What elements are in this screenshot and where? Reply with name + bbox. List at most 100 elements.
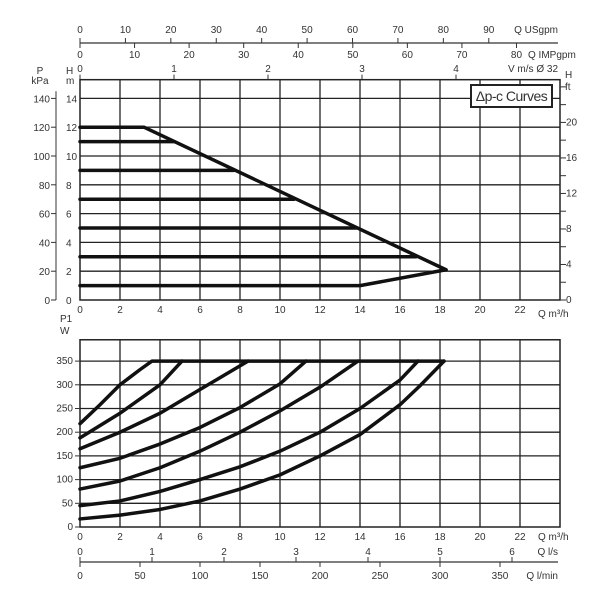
head-kpa-tick-label: 0 [44, 296, 50, 307]
power-x-tick-label: 22 [514, 532, 526, 543]
usgpm-tick-label: 90 [483, 25, 495, 36]
ft-label-unit: ft [565, 82, 571, 93]
impgpm-tick-label: 50 [347, 50, 359, 61]
head-x-tick-label: 22 [514, 305, 526, 316]
usgpm-tick-label: 60 [347, 25, 359, 36]
head-m-tick-label: 14 [66, 94, 78, 105]
head-m-tick-label: 2 [66, 267, 72, 278]
power-x-tick-label: 20 [474, 532, 486, 543]
power-y-tick-label: 100 [56, 475, 73, 486]
head-x-tick-label: 0 [77, 305, 83, 316]
power-x-tick-label: 18 [434, 532, 446, 543]
ls-tick-label: 2 [221, 547, 227, 558]
power-x-tick-label: 14 [354, 532, 366, 543]
head-frame [79, 78, 561, 301]
head-kpa-tick-label: 140 [33, 94, 50, 105]
kpa-label-unit: kPa [31, 76, 49, 87]
impgpm-tick-label: 10 [129, 50, 141, 61]
power-x-tick-label: 6 [197, 532, 203, 543]
power-y-tick-label: 200 [56, 427, 73, 438]
head-kpa-tick-label: 80 [39, 181, 51, 192]
ls-tick-label: 3 [293, 547, 299, 558]
impgpm-label: Q IMPgpm [528, 50, 576, 61]
power-x-tick-label: 10 [274, 532, 286, 543]
lmin-tick-label: 300 [432, 571, 449, 582]
usgpm-tick-label: 80 [438, 25, 450, 36]
ft-tick-label: 8 [566, 224, 572, 235]
lmin-label: Q l/min [526, 571, 558, 582]
ft-tick-label: 16 [566, 153, 578, 164]
power-y-tick-label: 350 [56, 356, 73, 367]
velocity-tick-label: 4 [453, 64, 459, 75]
head-label-m: m [66, 76, 74, 87]
ft-label-h: H [565, 70, 572, 81]
velocity-tick-label: 0 [77, 64, 83, 75]
head-curve-7 [78, 268, 448, 288]
usgpm-tick-label: 10 [120, 25, 132, 36]
lmin-tick-label: 350 [492, 571, 509, 582]
head-kpa-tick-label: 60 [39, 210, 51, 221]
power-y-tick-label: 250 [56, 404, 73, 415]
head-x-label: Q m³/h [538, 309, 569, 320]
ls-tick-label: 6 [509, 547, 515, 558]
head-x-tick-label: 10 [274, 305, 286, 316]
ft-tick-label: 12 [566, 188, 578, 199]
impgpm-tick-label: 80 [511, 50, 523, 61]
power-x-tick-label: 12 [314, 532, 326, 543]
head-x-tick-label: 14 [354, 305, 366, 316]
ls-tick-label: 5 [437, 547, 443, 558]
power-x-tick-label: 8 [237, 532, 243, 543]
head-kpa-tick-label: 40 [39, 238, 51, 249]
head-x-tick-label: 18 [434, 305, 446, 316]
power-frame [79, 339, 561, 528]
power-x-label: Q m³/h [538, 532, 569, 543]
power-curve-4 [78, 359, 308, 470]
ls-label: Q l/s [537, 547, 558, 558]
ft-tick-label: 4 [566, 259, 572, 270]
velocity-tick-label: 3 [359, 64, 365, 75]
ls-tick-label: 0 [77, 547, 83, 558]
usgpm-label: Q USgpm [514, 25, 558, 36]
lmin-tick-label: 100 [192, 571, 209, 582]
head-m-tick-label: 8 [66, 181, 72, 192]
power-y-tick-label: 50 [62, 498, 74, 509]
impgpm-tick-label: 30 [238, 50, 250, 61]
kpa-label-p: P [37, 66, 44, 77]
power-curve-7 [78, 359, 446, 521]
power-label-p1: P1 [60, 314, 73, 325]
lmin-tick-label: 0 [77, 571, 83, 582]
usgpm-tick-label: 70 [392, 25, 404, 36]
power-curve-6 [78, 359, 420, 508]
ft-tick-label: 0 [566, 295, 572, 306]
ft-tick-label: 20 [566, 117, 578, 128]
head-x-tick-label: 6 [197, 305, 203, 316]
lmin-tick-label: 200 [312, 571, 329, 582]
power-curve-1 [78, 359, 446, 426]
usgpm-tick-label: 50 [302, 25, 314, 36]
velocity-tick-label: 1 [171, 64, 177, 75]
head-curve-1 [78, 125, 448, 272]
usgpm-tick-label: 20 [165, 25, 177, 36]
lmin-tick-label: 150 [252, 571, 269, 582]
head-x-tick-label: 16 [394, 305, 406, 316]
power-curve-5 [78, 359, 360, 491]
lmin-tick-label: 250 [372, 571, 389, 582]
head-m-tick-label: 4 [66, 238, 72, 249]
power-x-tick-label: 2 [117, 532, 123, 543]
usgpm-tick-label: 40 [256, 25, 268, 36]
head-x-tick-label: 12 [314, 305, 326, 316]
head-x-tick-label: 2 [117, 305, 123, 316]
head-x-tick-label: 8 [237, 305, 243, 316]
power-y-tick-label: 150 [56, 451, 73, 462]
power-x-tick-label: 16 [394, 532, 406, 543]
impgpm-tick-label: 40 [293, 50, 305, 61]
legend-box: Δp-c Curves [470, 84, 553, 108]
power-label-w: W [60, 326, 70, 337]
impgpm-tick-label: 70 [456, 50, 468, 61]
usgpm-tick-label: 0 [77, 25, 83, 36]
head-m-tick-label: 10 [66, 152, 78, 163]
power-x-tick-label: 0 [77, 532, 83, 543]
power-curve-2 [78, 359, 184, 440]
